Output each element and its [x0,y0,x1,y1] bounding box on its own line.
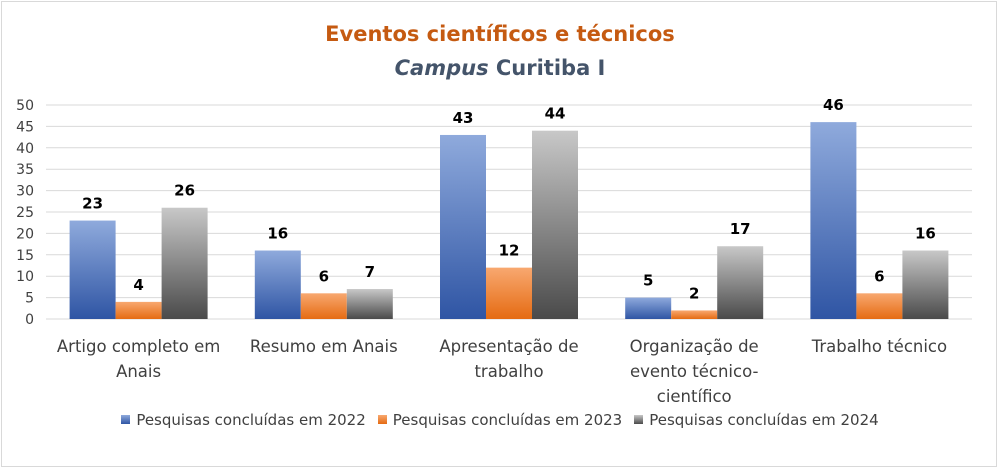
data-label: 23 [82,195,103,213]
data-label: 16 [915,225,936,243]
bar [810,122,857,320]
bar [902,250,949,319]
bar [625,297,672,319]
data-label: 12 [499,242,520,260]
data-label: 43 [453,109,474,127]
data-labels: 23 4 26 16 6 7 43 12 44 5 2 17 46 6 16 [82,96,936,302]
y-tick-label: 25 [16,205,34,221]
y-tick-label: 40 [16,141,34,157]
y-tick-label: 10 [16,269,34,285]
legend-item: Pesquisas concluídas em 2024 [634,411,879,429]
legend-label: Pesquisas concluídas em 2024 [649,411,879,429]
data-label: 4 [133,276,143,294]
x-category-label: científico [657,387,732,406]
x-category-label: evento técnico- [630,362,759,381]
y-axis-ticks: 0 5 10 15 20 25 30 35 40 45 50 [16,98,34,328]
x-category-label: trabalho [474,362,543,381]
y-tick-label: 0 [25,312,34,328]
bar [161,207,208,319]
legend-swatch [634,415,644,424]
data-label: 5 [643,272,653,290]
y-tick-label: 5 [25,291,34,307]
data-label: 6 [874,267,884,285]
bar [69,220,116,319]
data-label: 6 [319,267,329,285]
subtitle-campus: Campus [394,56,489,80]
y-tick-label: 30 [16,184,34,200]
bar [346,289,393,319]
legend-swatch [377,415,387,424]
bar [440,134,486,319]
legend-item: Pesquisas concluídas em 2022 [121,411,366,429]
data-label: 16 [267,225,288,243]
data-label: 17 [730,220,751,238]
bar [300,293,347,319]
bar [856,293,903,319]
data-label: 46 [823,96,844,114]
x-category-label: Apresentação de [439,337,578,356]
bars [69,122,949,320]
x-category-label: Trabalho técnico [811,337,947,356]
chart-subtitle: Campus Curitiba I [0,56,1000,80]
legend-label: Pesquisas concluídas em 2022 [136,411,366,429]
data-label: 26 [174,182,195,200]
data-label: 44 [545,105,566,123]
bar [115,301,162,319]
bar [717,246,764,319]
chart-title: Eventos científicos e técnicos [325,22,675,46]
bar [671,310,718,319]
legend-label: Pesquisas concluídas em 2023 [392,411,623,429]
legend-swatch [121,415,131,424]
x-category-label: Organização de [630,337,759,356]
y-tick-label: 35 [16,162,34,178]
x-axis-categories: Artigo completo em Anais Resumo em Anais Ap… [57,337,947,406]
x-category-label: Artigo completo em [57,337,220,356]
data-label: 2 [689,284,699,302]
data-label: 7 [365,263,375,281]
x-category-label: Anais [116,362,161,381]
bar [486,267,532,319]
legend-item: Pesquisas concluídas em 2023 [377,411,623,429]
x-category-label: Resumo em Anais [250,337,398,356]
y-tick-label: 45 [16,119,34,135]
bar [532,130,578,319]
subtitle-location: Curitiba I [488,56,606,80]
y-tick-label: 50 [16,98,34,114]
y-tick-label: 20 [16,226,34,242]
legend: Pesquisas concluídas em 2022 Pesquisas co… [0,411,1000,429]
bar [254,250,301,319]
y-tick-label: 15 [16,248,34,264]
